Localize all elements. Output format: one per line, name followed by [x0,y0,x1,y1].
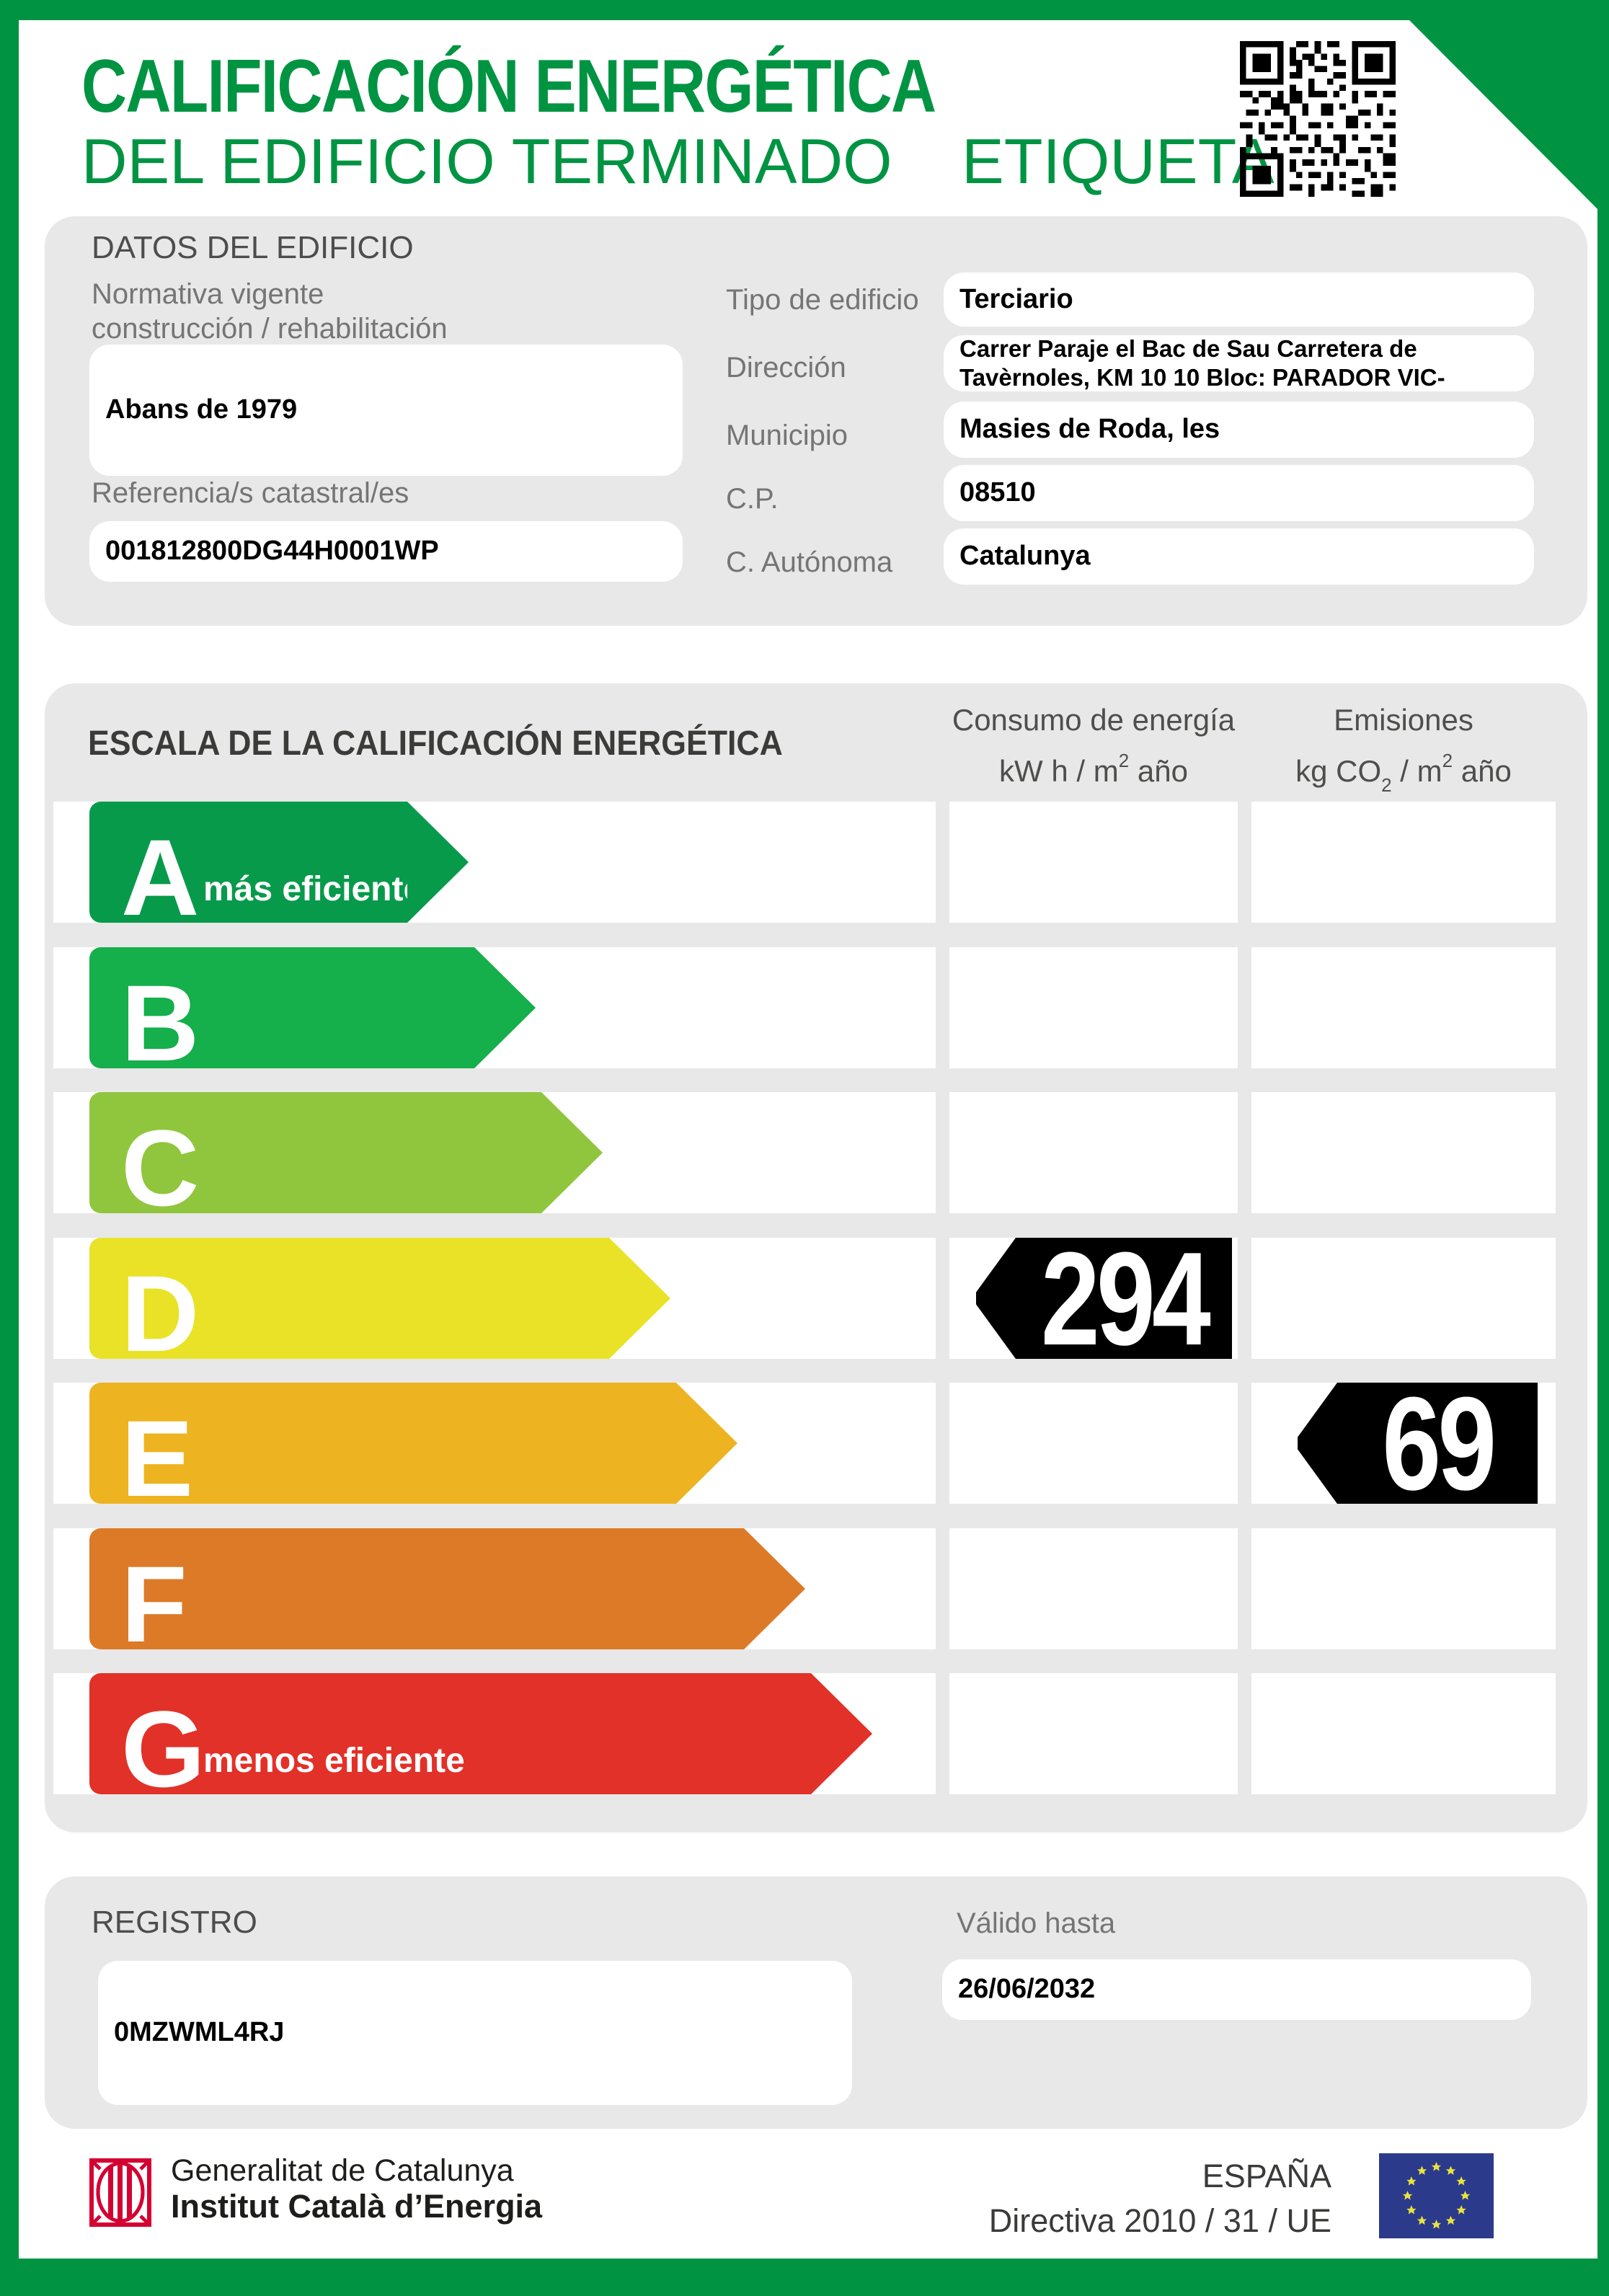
frame-bottom-bar [0,2259,1609,2296]
emisiones-cell [1251,1528,1556,1649]
cp-field: 08510 [944,465,1534,521]
emisiones-cell [1251,802,1556,923]
country-label: ESPAÑA [1202,2158,1331,2194]
valid-until-value: 26/06/2032 [958,1974,1096,2005]
emisiones-value: 69 [1381,1369,1497,1517]
emisiones-cell [1251,1673,1556,1794]
referencia-field: 001812800DG44H0001WP [89,521,683,582]
normativa-label-line1: Normativa vigente [92,278,324,310]
municipio-label: Municipio [726,420,848,451]
normativa-value: Abans de 1979 [105,394,298,425]
registry-number-field: 0MZWML4RJ [98,1961,852,2105]
consumo-cell [949,1383,1238,1504]
municipio-field: Masies de Roda, les [944,402,1534,458]
eu-flag-icon [1379,2153,1494,2238]
consumo-cell [949,947,1238,1068]
frame-right-bar [1597,0,1609,2296]
emisiones-cell [1251,1092,1556,1213]
frame-left-bar [0,0,19,2296]
rating-letter: F [121,1543,187,1665]
scale-row-f: F [0,1528,1609,1658]
rating-arrow-d: D [89,1238,670,1368]
registry-section: REGISTRO Válido hasta 0MZWML4RJ 26/06/20… [45,1876,1587,2129]
consumo-cell [949,1673,1238,1794]
rating-arrow-b: B [89,947,536,1077]
rating-arrow-g: G menos eficiente [89,1673,872,1803]
normativa-field: Abans de 1979 [89,345,683,476]
scale-row-d: D [0,1238,1609,1368]
tipo-field: Terciario [944,272,1534,327]
ca-label: C. Autónoma [726,546,893,578]
registry-number-value: 0MZWML4RJ [114,2017,285,2048]
building-section-title: DATOS DEL EDIFICIO [92,230,414,265]
rating-letter: B [121,962,200,1083]
page-title: CALIFICACIÓN ENERGÉTICA [81,45,936,128]
least-efficient-label: menos eficiente [203,1742,465,1780]
emisiones-column-header: Emisiones [1334,703,1473,737]
scale-row-g: G menos eficiente [0,1673,1609,1803]
consumo-cell [949,1528,1238,1649]
consumo-column-header: Consumo de energía [952,703,1236,737]
emisiones-cell [1251,1238,1556,1359]
building-data-section: DATOS DEL EDIFICIO Normativa vigente con… [45,216,1587,626]
rating-arrow-e: E [89,1383,737,1512]
normativa-label-line2: construcción / rehabilitación [92,313,448,345]
referencia-value: 001812800DG44H0001WP [105,536,439,567]
ca-value: Catalunya [959,541,1091,572]
valid-until-field: 26/06/2032 [942,1959,1531,2020]
rating-letter: D [121,1253,200,1374]
rating-arrow-c: C [89,1092,603,1222]
rating-arrow-a: A más eficiente [89,802,469,931]
consumo-rating-marker: 294 [976,1238,1232,1359]
tipo-value: Terciario [959,283,1073,314]
page-subtitle: DEL EDIFICIO TERMINADO [81,125,892,197]
rating-arrow-f: F [89,1528,805,1658]
etiqueta-label: ETIQUETA [962,125,1275,197]
org-name-line2: Institut Català d’Energia [171,2188,543,2225]
org-name-line1: Generalitat de Catalunya [171,2153,514,2188]
tipo-label: Tipo de edificio [726,284,919,316]
emisiones-rating-marker: 69 [1298,1383,1538,1504]
direccion-label: Dirección [726,352,846,384]
emisiones-cell [1251,947,1556,1068]
registry-section-title: REGISTRO [92,1905,257,1940]
scale-section-title: ESCALA DE LA CALIFICACIÓN ENERGÉTICA [88,724,783,763]
rating-letter: A [121,817,200,938]
ca-field: Catalunya [944,528,1534,585]
consumo-cell [949,802,1238,923]
municipio-value: Masies de Roda, les [959,414,1220,445]
referencia-label: Referencia/s catastral/es [92,477,409,509]
direccion-value-line1: Carrer Paraje el Bac de Sau Carretera de [959,335,1417,362]
direccion-value-line2: Tavèrnoles, KM 10 10 Bloc: PARADOR VIC- [959,364,1445,391]
corner-triangle-decoration [1409,20,1597,209]
emisiones-column-unit: kg CO2 / m2 año [1295,750,1512,796]
rating-letter: C [121,1107,200,1228]
rating-letter: E [121,1398,194,1519]
valid-until-label: Válido hasta [957,1907,1116,1939]
cp-value: 08510 [959,477,1036,508]
consumo-value: 294 [1040,1224,1210,1373]
cp-label: C.P. [726,483,779,515]
scale-row-b: B [0,947,1609,1077]
consumo-column-unit: kW h / m2 año [999,750,1188,788]
scale-row-c: C [0,1092,1609,1222]
consumo-cell [949,1092,1238,1213]
directive-label: Directiva 2010 / 31 / UE [988,2202,1331,2239]
frame-top-bar [0,0,1609,20]
direccion-field: Carrer Paraje el Bac de Sau Carretera de… [944,335,1534,391]
most-efficient-label: más eficiente [203,870,423,908]
qr-code-icon [1240,41,1396,197]
rating-letter: G [121,1688,205,1809]
scale-row-a: A más eficiente [0,802,1609,931]
generalitat-logo-icon [89,2158,151,2227]
